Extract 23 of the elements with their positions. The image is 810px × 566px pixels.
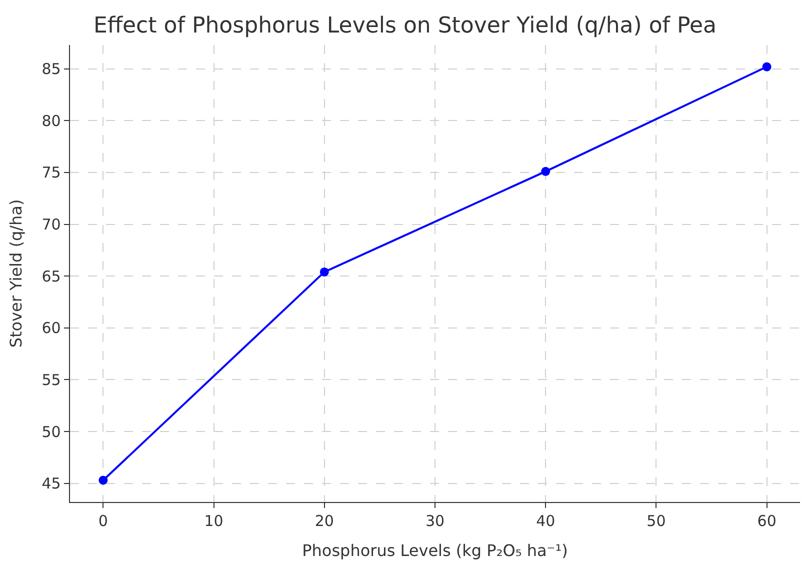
x-tick-label: 30 bbox=[425, 512, 445, 530]
point bbox=[762, 62, 772, 72]
x-tick-label: 10 bbox=[204, 512, 224, 530]
point bbox=[98, 476, 108, 485]
x-tick-label: 0 bbox=[98, 512, 108, 530]
y-tick-label: 55 bbox=[42, 370, 61, 389]
x-tick-label: 50 bbox=[646, 512, 666, 530]
y-axis-title: Stover Yield (q/ha) bbox=[6, 199, 26, 348]
x-tick-label: 40 bbox=[536, 512, 556, 530]
y-tick-label: 85 bbox=[42, 60, 61, 78]
y-tick-label: 80 bbox=[42, 112, 61, 130]
y-tick-label: 50 bbox=[42, 422, 61, 441]
y-tick-label: 45 bbox=[42, 474, 61, 493]
x-tick-label: 60 bbox=[757, 512, 776, 530]
x-tick-label: 20 bbox=[314, 512, 334, 530]
point bbox=[541, 166, 550, 176]
point bbox=[320, 267, 329, 276]
y-tick-label: 70 bbox=[42, 216, 61, 234]
y-tick-label: 75 bbox=[42, 164, 61, 182]
y-tick-label: 65 bbox=[42, 267, 61, 286]
x-axis-title: Phosphorus Levels (kg P₂O₅ ha⁻¹) bbox=[302, 540, 568, 560]
chart-title: Effect of Phosphorus Levels on Stover Yield (q/ha) of Pea bbox=[93, 13, 717, 38]
y-tick-label: 60 bbox=[42, 319, 61, 338]
